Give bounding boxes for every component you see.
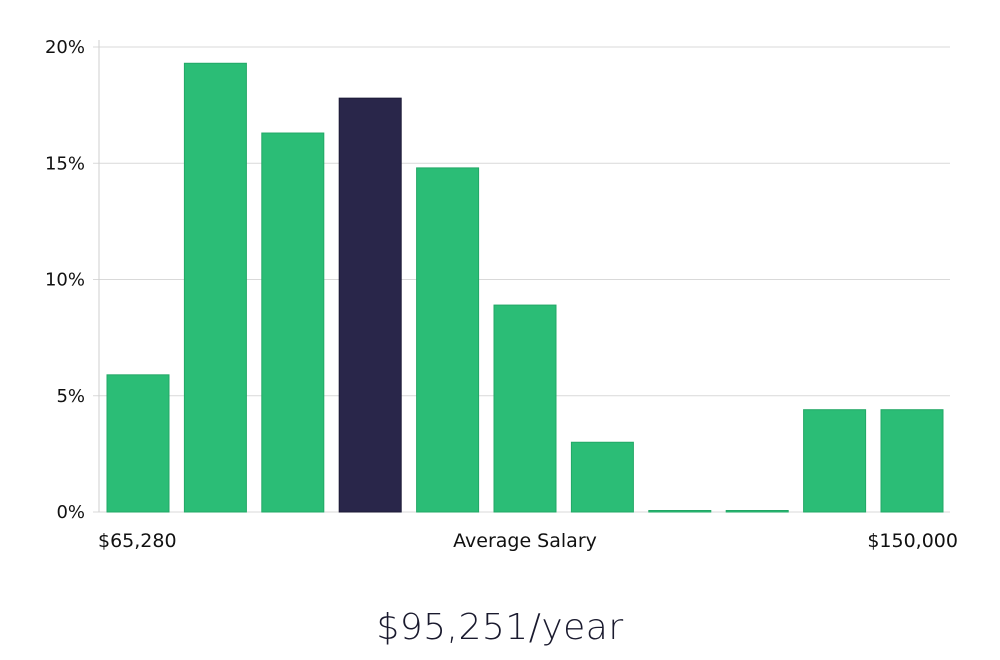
y-tick-label: 0%: [56, 502, 85, 523]
x-axis-max-label: $150,000: [867, 530, 958, 552]
x-axis-center-label: Average Salary: [453, 530, 597, 552]
bar: [106, 374, 170, 513]
y-tick-label: 20%: [45, 37, 85, 58]
bar: [725, 510, 789, 513]
y-tick-label: 10%: [45, 270, 85, 291]
salary-histogram: 0% 5% 10% 15% 20% $65,280 Average Salary $15…: [45, 37, 958, 552]
average-salary-value: $95,251/year: [376, 607, 624, 648]
bar: [648, 510, 712, 513]
bar: [880, 409, 944, 513]
bar: [803, 409, 867, 513]
x-axis-min-label: $65,280: [98, 530, 177, 552]
bar: [261, 132, 325, 513]
y-tick-label: 5%: [56, 386, 85, 407]
bar-average-salary: [338, 97, 402, 513]
bars: [106, 62, 944, 513]
y-axis-ticks: 0% 5% 10% 15% 20%: [45, 37, 85, 523]
bar: [493, 304, 557, 513]
y-tick-label: 15%: [45, 153, 85, 174]
bar: [570, 441, 634, 513]
bar: [416, 167, 480, 513]
bar: [183, 62, 247, 513]
